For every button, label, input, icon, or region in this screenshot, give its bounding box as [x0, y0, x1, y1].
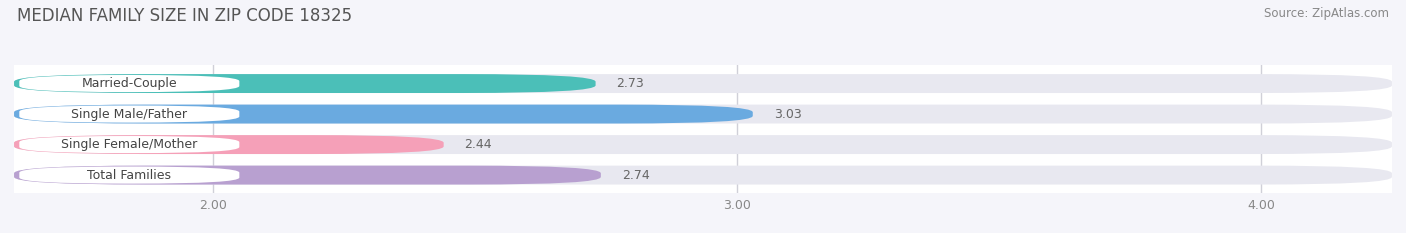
Text: 2.73: 2.73 — [617, 77, 644, 90]
Text: 2.74: 2.74 — [621, 169, 650, 182]
Text: Single Male/Father: Single Male/Father — [72, 108, 187, 120]
Text: MEDIAN FAMILY SIZE IN ZIP CODE 18325: MEDIAN FAMILY SIZE IN ZIP CODE 18325 — [17, 7, 352, 25]
Text: Total Families: Total Families — [87, 169, 172, 182]
FancyBboxPatch shape — [14, 74, 596, 93]
FancyBboxPatch shape — [20, 106, 239, 123]
FancyBboxPatch shape — [14, 74, 1392, 93]
FancyBboxPatch shape — [14, 166, 1392, 185]
FancyBboxPatch shape — [20, 75, 239, 92]
FancyBboxPatch shape — [14, 135, 444, 154]
FancyBboxPatch shape — [20, 136, 239, 153]
FancyBboxPatch shape — [14, 166, 600, 185]
FancyBboxPatch shape — [14, 105, 752, 123]
Text: Married-Couple: Married-Couple — [82, 77, 177, 90]
Text: Source: ZipAtlas.com: Source: ZipAtlas.com — [1264, 7, 1389, 20]
Text: Single Female/Mother: Single Female/Mother — [62, 138, 197, 151]
FancyBboxPatch shape — [20, 167, 239, 184]
FancyBboxPatch shape — [14, 135, 1392, 154]
Text: 2.44: 2.44 — [464, 138, 492, 151]
FancyBboxPatch shape — [14, 105, 1392, 123]
Text: 3.03: 3.03 — [773, 108, 801, 120]
